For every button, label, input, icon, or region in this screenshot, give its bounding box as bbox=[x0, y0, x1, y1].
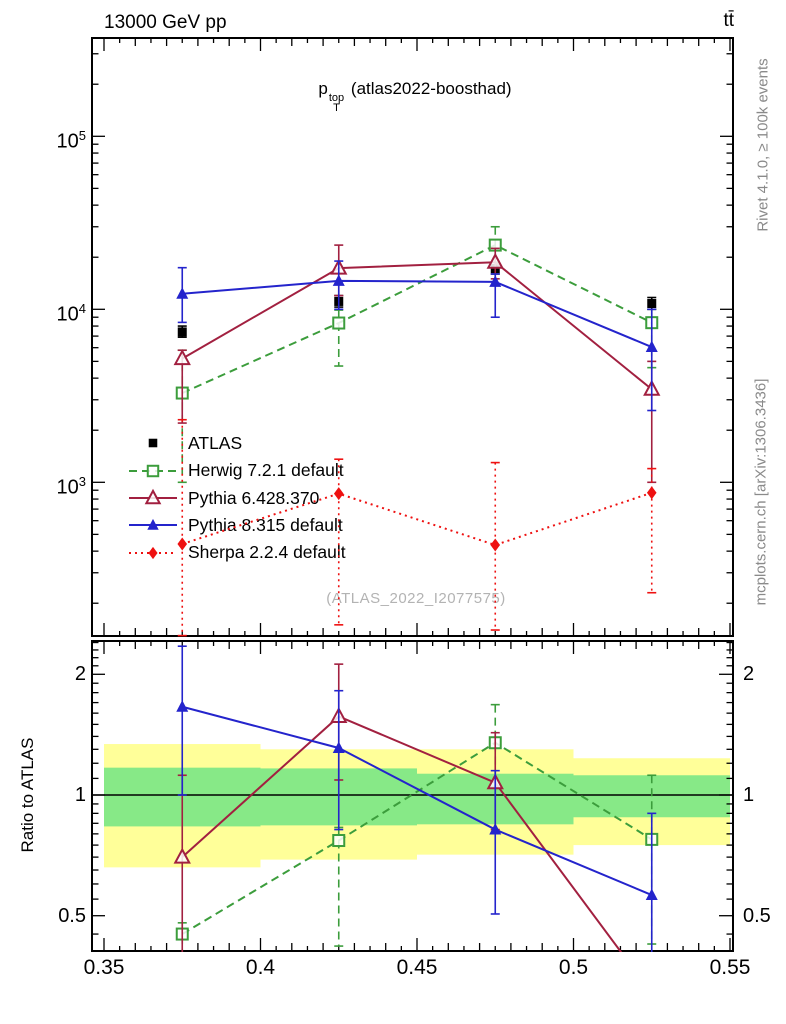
x-axis-tick-label: 0.5 bbox=[558, 956, 589, 979]
uncertainty-bands bbox=[104, 744, 730, 868]
series-pythia-8-315-default bbox=[176, 260, 658, 412]
legend-label: ATLAS bbox=[188, 432, 243, 453]
diamond-filled-marker bbox=[646, 486, 657, 500]
legend-label: Sherpa 2.2.4 default bbox=[188, 542, 346, 563]
x-axis-tick-label: 0.45 bbox=[396, 956, 438, 979]
ratio-plot-panel bbox=[91, 640, 734, 952]
square-open-marker bbox=[146, 464, 160, 477]
ratio-y-tick-label-left: 0.5 bbox=[58, 904, 86, 927]
title-subscript: T bbox=[333, 102, 340, 114]
ratio-y-tick-label-left: 2 bbox=[74, 663, 86, 686]
mcplots-arxiv-note: mcplots.cern.ch [arXiv:1306.3436] bbox=[752, 378, 770, 606]
legend-marker-icon bbox=[148, 439, 158, 448]
triangle-filled-marker bbox=[332, 274, 345, 286]
main-y-tick-label: 105 bbox=[56, 128, 86, 153]
legend-label: Pythia 6.428.370 bbox=[188, 487, 320, 508]
x-axis-tick-label: 0.55 bbox=[709, 956, 751, 979]
x-axis-tick-label: 0.35 bbox=[83, 956, 125, 979]
legend-item: Pythia 8.315 default bbox=[127, 512, 346, 539]
legend-item: Pythia 6.428.370 bbox=[127, 484, 346, 511]
triangle-open-marker bbox=[144, 488, 162, 505]
legend: ATLAS Herwig 7.2.1 default Pythia 6.428.37… bbox=[127, 430, 346, 567]
x-axis-tick-label: 0.4 bbox=[245, 956, 276, 979]
legend-marker-icon bbox=[129, 464, 177, 477]
legend-label: Herwig 7.2.1 default bbox=[188, 460, 344, 481]
ratio-y-tick-label-right: 1 bbox=[743, 784, 755, 806]
analysis-watermark: (ATLAS_2022_I2077575) bbox=[326, 590, 506, 607]
triangle-filled-marker bbox=[645, 888, 658, 901]
ratio-y-tick-label-left: 1 bbox=[74, 784, 86, 806]
legend-item: Herwig 7.2.1 default bbox=[127, 457, 346, 484]
title-analysis: (atlas2022-boosthad) bbox=[350, 79, 512, 98]
legend-marker-icon bbox=[129, 546, 177, 560]
triangle-open-marker bbox=[173, 847, 191, 864]
square-filled-marker bbox=[647, 299, 657, 309]
square-open-marker bbox=[332, 316, 346, 330]
triangle-filled-marker bbox=[176, 287, 189, 299]
triangle-open-marker bbox=[486, 252, 504, 269]
triangle-filled-marker bbox=[489, 275, 502, 287]
triangle-filled-marker bbox=[147, 519, 159, 531]
ratio-y-tick-label-right: 0.5 bbox=[743, 904, 771, 927]
main-y-tick-label: 104 bbox=[56, 301, 86, 326]
series-atlas bbox=[177, 261, 657, 338]
legend-item: Sherpa 2.2.4 default bbox=[127, 539, 346, 566]
square-filled-marker bbox=[177, 327, 187, 337]
legend-marker-icon bbox=[129, 519, 177, 531]
triangle-filled-marker bbox=[176, 700, 189, 712]
ratio-y-tick-label-right: 2 bbox=[743, 663, 755, 686]
diamond-filled-marker bbox=[177, 537, 188, 551]
main-plot-panel: p top T (atlas2022-boosthad) ATLAS Herwig 7… bbox=[91, 37, 734, 637]
beam-energy-label: 13000 GeV pp bbox=[104, 12, 227, 33]
square-filled-marker bbox=[148, 439, 158, 448]
legend-item: ATLAS bbox=[127, 430, 346, 457]
diamond-filled-marker bbox=[333, 487, 344, 501]
main-plot-canvas bbox=[91, 37, 734, 637]
series-pythia-8-315-default bbox=[176, 645, 658, 952]
title-superscript: top bbox=[328, 92, 345, 104]
series-sherpa-2-2-4-default bbox=[177, 418, 657, 637]
diamond-filled-marker bbox=[490, 538, 501, 552]
process-label: tt̄ bbox=[723, 10, 734, 31]
legend-marker-icon bbox=[129, 488, 177, 505]
triangle-filled-marker bbox=[645, 340, 658, 353]
main-y-tick-label: 103 bbox=[56, 474, 86, 499]
ratio-plot-canvas bbox=[91, 640, 734, 952]
triangle-filled-marker bbox=[489, 823, 502, 835]
rivet-version-note: Rivet 4.1.0, ≥ 100k events bbox=[754, 58, 772, 232]
square-open-marker bbox=[332, 834, 346, 848]
triangle-open-marker bbox=[173, 348, 191, 366]
plot-title: p top T (atlas2022-boosthad) bbox=[215, 79, 615, 114]
title-observable: p bbox=[318, 79, 328, 98]
triangle-filled-marker bbox=[332, 741, 345, 753]
legend-label: Pythia 8.315 default bbox=[188, 514, 343, 535]
